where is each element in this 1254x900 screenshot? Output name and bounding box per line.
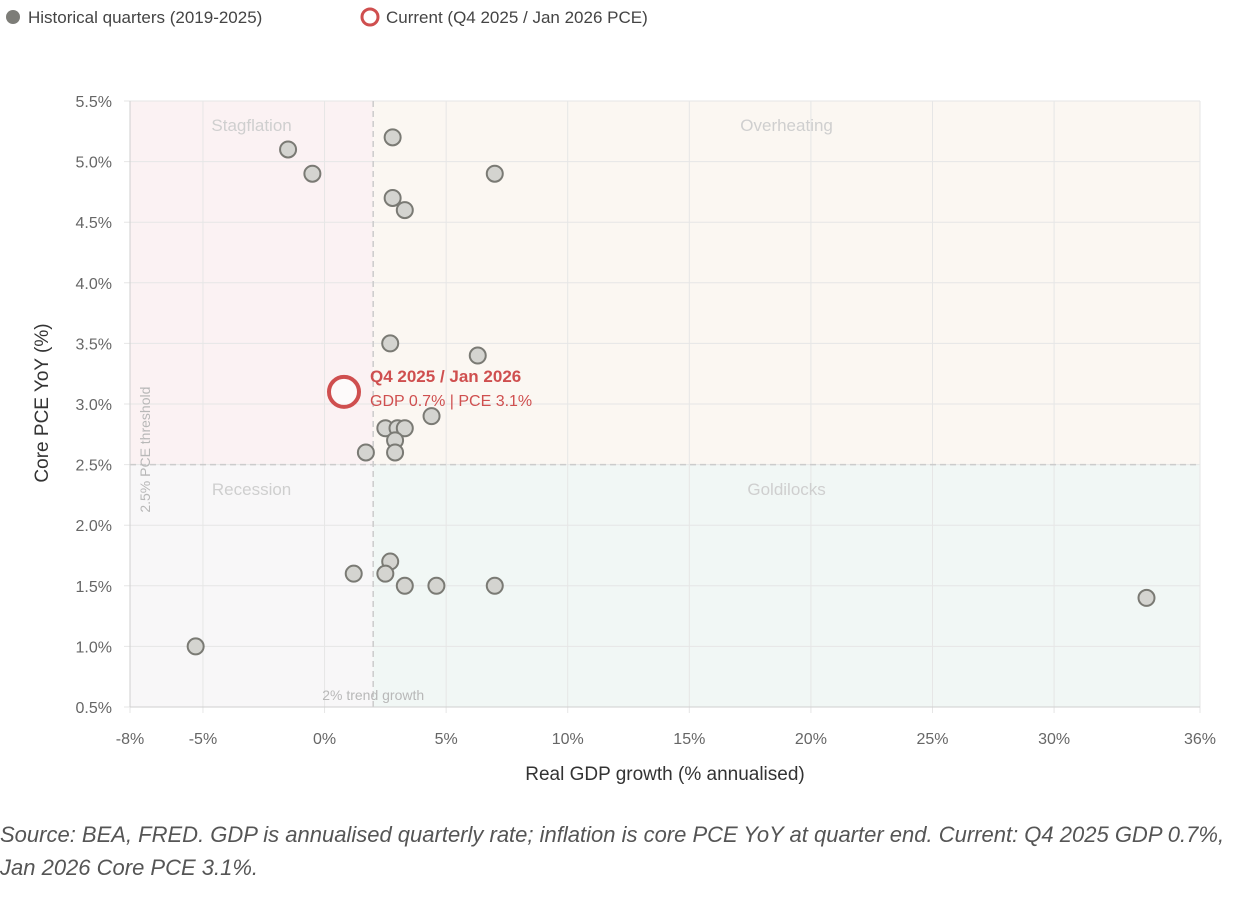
reference-lines: 2% trend growth 2.5% PCE threshold xyxy=(130,101,1200,707)
source-caption: Source: BEA, FRED. GDP is annualised qua… xyxy=(0,822,1225,880)
y-tick-label: 3.5% xyxy=(76,336,112,353)
current-annotation-subtitle: GDP 0.7% | PCE 3.1% xyxy=(370,393,532,410)
historical-point xyxy=(395,576,414,595)
y-tick-label: 1.0% xyxy=(76,639,112,656)
x-tick-label: 25% xyxy=(916,731,948,748)
y-tick-label: 3.0% xyxy=(76,397,112,414)
y-tick-label: 4.5% xyxy=(76,215,112,232)
current-annotation-title: Q4 2025 / Jan 2026 xyxy=(370,367,521,386)
y-axis-title: Core PCE YoY (%) xyxy=(32,323,53,482)
historical-point xyxy=(427,576,446,595)
y-tick-label: 5.5% xyxy=(76,94,112,111)
y-tick-label: 2.5% xyxy=(76,458,112,475)
legend-current-marker xyxy=(360,7,380,27)
x-tick-label: -8% xyxy=(116,731,144,748)
y-tick-label: 4.0% xyxy=(76,276,112,293)
historical-point xyxy=(303,164,322,183)
legend-historical-label: Historical quarters (2019-2025) xyxy=(28,8,262,27)
current-point-group: Q4 2025 / Jan 2026 GDP 0.7% | PCE 3.1% xyxy=(327,367,532,410)
historical-point xyxy=(381,334,400,353)
y-tick-label: 5.0% xyxy=(76,155,112,172)
legend-historical-marker xyxy=(6,10,20,24)
historical-point xyxy=(344,564,363,583)
quadrant-label-recession: Recession xyxy=(212,480,291,499)
axes: -8% -5% 0% 5% 10% 15% 20% 25% 30% 36% 0.5% 1.0% 1.5%… xyxy=(76,94,1216,748)
quadrant-labels: Stagflation Overheating Recession Goldilock… xyxy=(211,116,832,499)
pce-threshold-label: 2.5% PCE threshold xyxy=(137,387,153,513)
historical-point xyxy=(383,128,402,147)
x-tick-label: -5% xyxy=(189,731,217,748)
historical-point xyxy=(395,419,414,438)
historical-point xyxy=(279,140,298,159)
historical-point xyxy=(356,443,375,462)
historical-point xyxy=(186,637,205,656)
quadrant-label-stagflation: Stagflation xyxy=(211,116,291,135)
y-tick-label: 1.5% xyxy=(76,579,112,596)
x-tick-label: 36% xyxy=(1184,731,1216,748)
x-tick-label: 20% xyxy=(795,731,827,748)
current-point xyxy=(327,374,361,409)
x-tick-label: 15% xyxy=(673,731,705,748)
historical-point xyxy=(485,576,504,595)
quadrant-label-goldilocks: Goldilocks xyxy=(747,480,825,499)
historical-point xyxy=(386,443,405,462)
historical-point xyxy=(468,346,487,365)
historical-point xyxy=(383,188,402,207)
legend[interactable]: Historical quarters (2019-2025) Current … xyxy=(6,7,648,27)
x-tick-label: 0% xyxy=(313,731,336,748)
quadrant-label-overheating: Overheating xyxy=(740,116,833,135)
legend-current-label: Current (Q4 2025 / Jan 2026 PCE) xyxy=(386,8,648,27)
y-tick-label: 0.5% xyxy=(76,700,112,717)
trend-growth-label: 2% trend growth xyxy=(322,687,424,703)
scatter-chart: Historical quarters (2019-2025) Current … xyxy=(6,7,1216,785)
y-tick-label: 2.0% xyxy=(76,518,112,535)
historical-points xyxy=(186,128,1156,656)
x-tick-label: 10% xyxy=(552,731,584,748)
historical-point xyxy=(1137,588,1156,607)
historical-point xyxy=(395,201,414,220)
x-tick-label: 30% xyxy=(1038,731,1070,748)
x-tick-label: 5% xyxy=(435,731,458,748)
historical-point xyxy=(485,164,504,183)
historical-point xyxy=(422,407,441,426)
x-axis-title: Real GDP growth (% annualised) xyxy=(525,764,805,785)
historical-point xyxy=(376,564,395,583)
